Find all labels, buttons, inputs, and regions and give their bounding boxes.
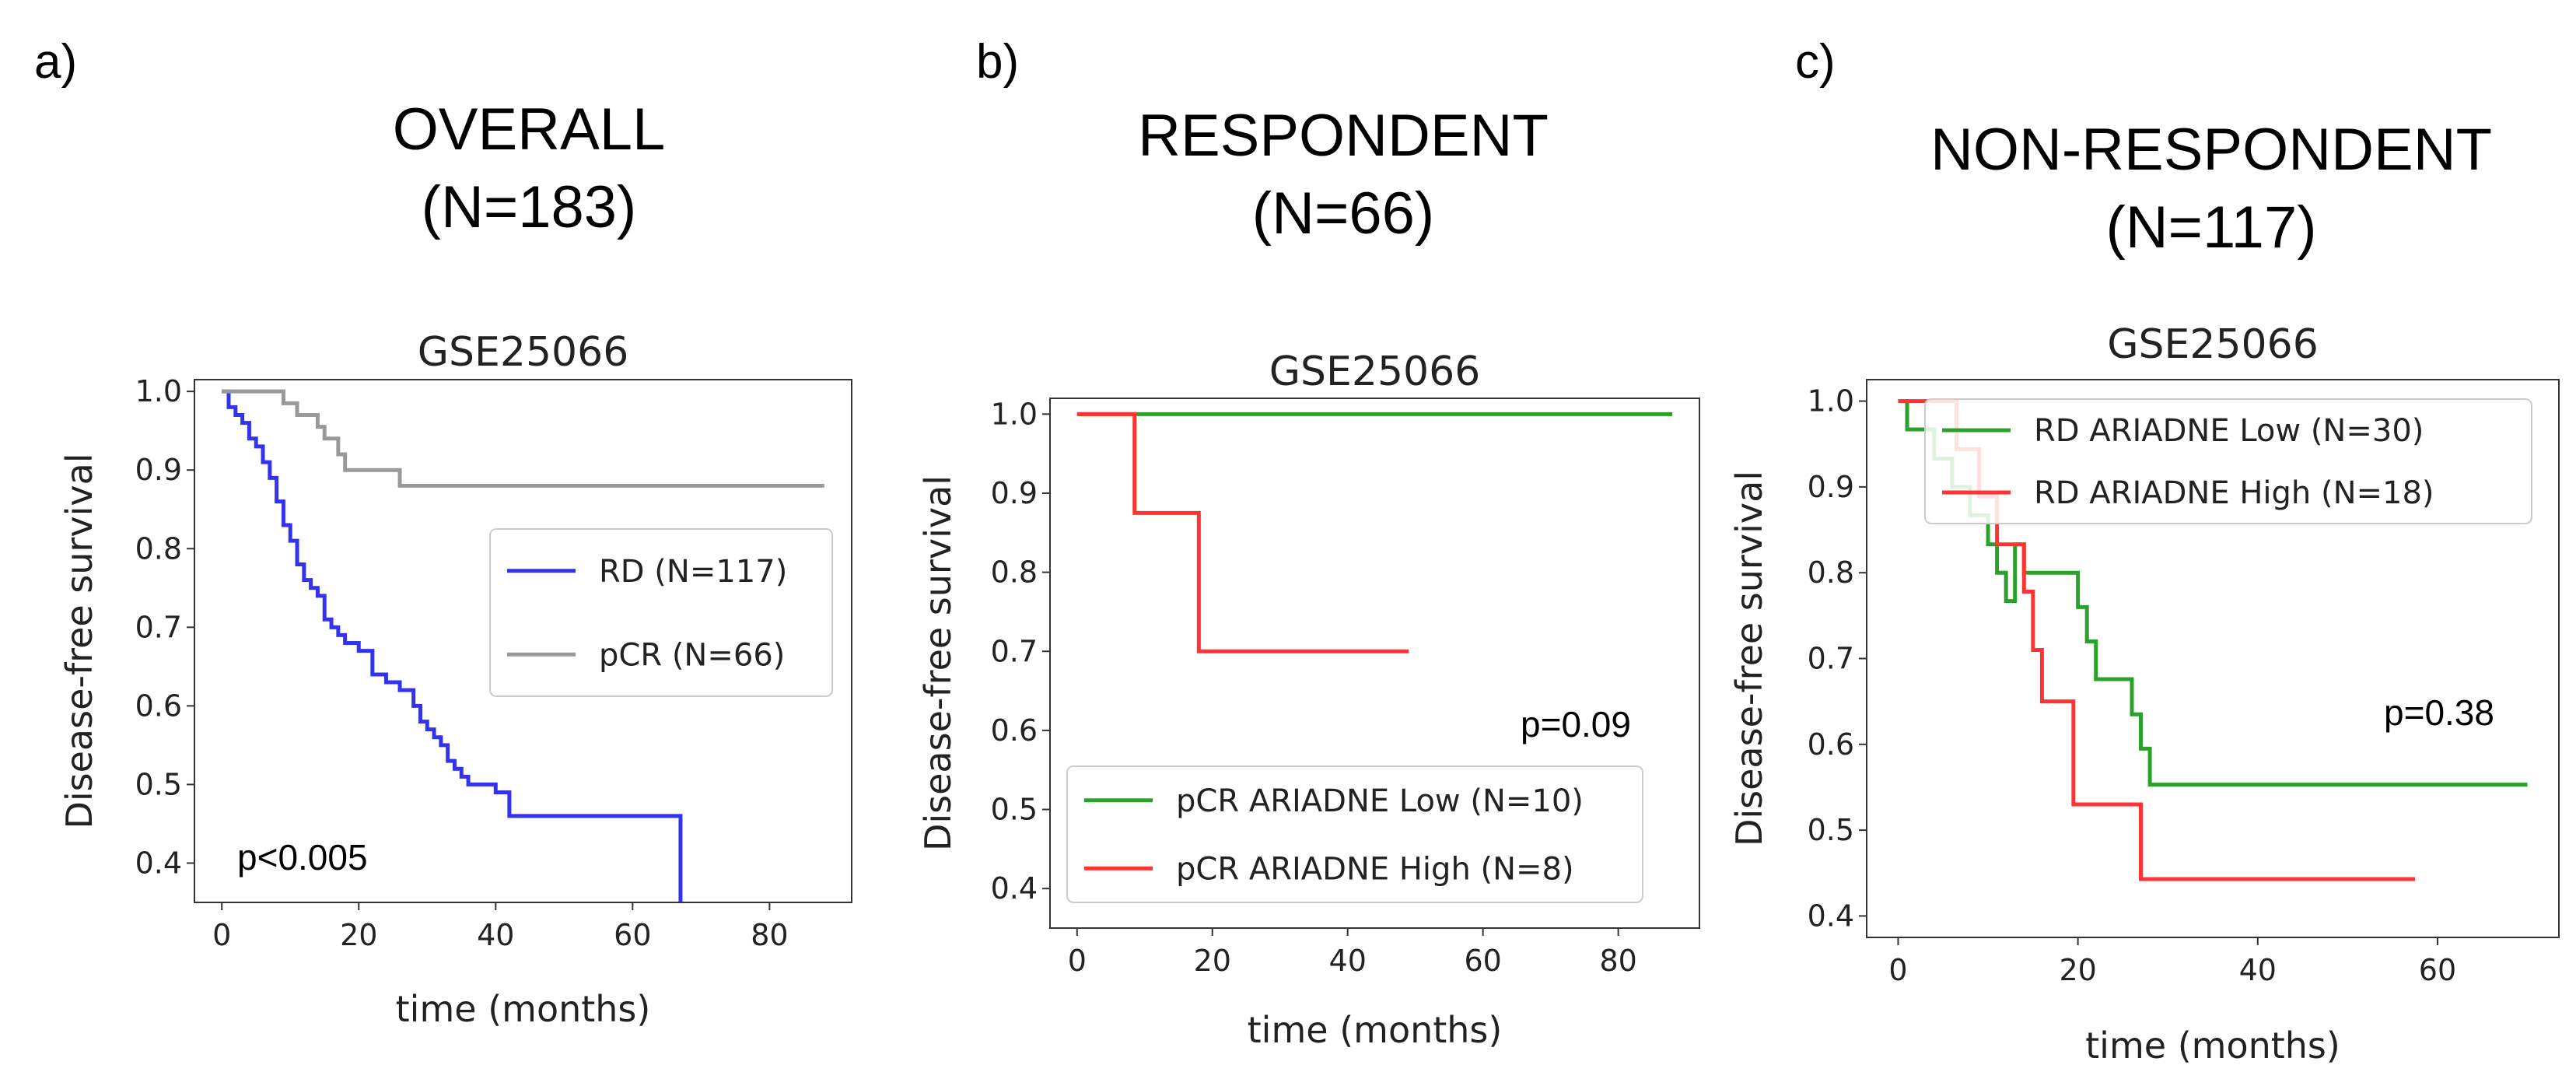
panel-3: c) NON-RESPONDENT (N=117) GSE25066 0.4 0.5 0.6… xyxy=(1728,35,2560,1067)
plot-title: GSE25066 xyxy=(2107,321,2319,368)
x-tick-label: 20 xyxy=(1194,944,1231,978)
x-tick-label: 60 xyxy=(1464,944,1501,978)
group-title-line-2: (N=183) xyxy=(422,174,637,240)
group-title-line-1: OVERALL xyxy=(393,96,666,163)
p-value-annotation: p=0.38 xyxy=(2384,692,2494,733)
plot-title: GSE25066 xyxy=(1269,349,1481,395)
y-tick-label: 0.6 xyxy=(1808,727,1854,762)
x-tick-label: 80 xyxy=(751,918,788,952)
legend: RD (N=117) pCR (N=66) xyxy=(489,528,833,697)
series-group xyxy=(222,389,824,902)
legend-label-2: pCR (N=66) xyxy=(599,637,785,673)
y-axis-label: Disease-free survival xyxy=(1728,471,1770,846)
legend: pCR ARIADNE Low (N=10) pCR ARIADNE High (… xyxy=(1066,765,1643,903)
x-tick-label: 80 xyxy=(1599,944,1636,978)
y-tick-label: 0.9 xyxy=(991,476,1038,510)
y-tick-label: 0.4 xyxy=(135,846,182,880)
legend-box xyxy=(1924,398,2532,524)
y-tick-label: 0.5 xyxy=(1808,813,1854,847)
x-axis-label: time (months) xyxy=(2085,1025,2340,1067)
p-value-annotation: p=0.09 xyxy=(1521,704,1631,744)
y-tick-label: 0.5 xyxy=(135,767,182,801)
legend-box xyxy=(1066,765,1643,903)
x-axis-label: time (months) xyxy=(396,988,651,1030)
y-tick-label: 0.8 xyxy=(135,531,182,566)
x-tick-label: 0 xyxy=(1068,944,1087,978)
x-tick-label: 60 xyxy=(614,918,651,952)
group-title-line-1: NON-RESPONDENT xyxy=(1930,117,2492,183)
series-group xyxy=(1076,412,1673,653)
y-tick-label: 1.0 xyxy=(991,397,1038,431)
y-tick-label: 0.4 xyxy=(1808,899,1854,933)
x-tick-label: 40 xyxy=(1329,944,1367,978)
x-tick-label: 20 xyxy=(2059,953,2096,987)
y-axis-label: Disease-free survival xyxy=(917,475,959,851)
y-tick-label: 0.7 xyxy=(1808,642,1854,676)
x-tick-label: 0 xyxy=(1888,953,1907,987)
y-tick-label: 0.5 xyxy=(991,793,1038,827)
axes-frame xyxy=(194,379,852,903)
y-tick-label: 0.9 xyxy=(135,453,182,487)
panel-letter: b) xyxy=(976,35,1019,89)
x-tick-label: 40 xyxy=(477,918,514,952)
legend-label-1: RD ARIADNE Low (N=30) xyxy=(2034,413,2424,449)
legend: RD ARIADNE Low (N=30) RD ARIADNE High (N=… xyxy=(1924,398,2532,524)
legend-label-2: pCR ARIADNE High (N=8) xyxy=(1176,851,1574,887)
x-tick-label: 60 xyxy=(2419,953,2456,987)
y-tick-label: 0.6 xyxy=(991,713,1038,748)
y-tick-label: 0.7 xyxy=(135,610,182,644)
legend-label-1: RD (N=117) xyxy=(599,554,787,590)
series-line-2 xyxy=(222,389,824,488)
y-tick-label: 0.9 xyxy=(1808,470,1854,504)
panel-letter: a) xyxy=(34,35,77,89)
y-tick-label: 1.0 xyxy=(135,374,182,408)
y-tick-label: 1.0 xyxy=(1808,384,1854,419)
plot-title: GSE25066 xyxy=(418,329,629,376)
group-title-line-2: (N=117) xyxy=(2105,194,2316,261)
y-tick-label: 0.8 xyxy=(991,555,1038,590)
series-line-1 xyxy=(222,389,683,902)
panel-2: b) RESPONDENT (N=66) GSE25066 0.4 0.5 0.6 0.7 0.… xyxy=(917,35,1700,1051)
y-tick-label: 0.4 xyxy=(991,871,1038,906)
legend-label-1: pCR ARIADNE Low (N=10) xyxy=(1176,783,1584,819)
y-tick-label: 0.7 xyxy=(991,634,1038,668)
x-tick-label: 40 xyxy=(2239,953,2277,987)
legend-label-2: RD ARIADNE High (N=18) xyxy=(2034,475,2434,511)
x-tick-label: 20 xyxy=(340,918,377,952)
p-value-annotation: p<0.005 xyxy=(237,837,368,878)
series-line-2 xyxy=(1076,412,1409,653)
x-axis-label: time (months) xyxy=(1248,1009,1503,1051)
y-axis-label: Disease-free survival xyxy=(58,453,100,829)
axes-frame xyxy=(1866,379,2560,938)
group-title-line-2: (N=66) xyxy=(1252,180,1434,247)
x-tick-label: 0 xyxy=(212,918,231,952)
group-title-line-1: RESPONDENT xyxy=(1138,103,1549,169)
panel-letter: c) xyxy=(1795,35,1836,89)
axes-frame xyxy=(1049,398,1700,929)
panel-1: a) OVERALL (N=183) GSE25066 0.4 0.5 0.6 0.7 0.8 0… xyxy=(34,35,852,1030)
y-tick-label: 0.8 xyxy=(1808,555,1854,590)
y-tick-label: 0.6 xyxy=(135,688,182,723)
